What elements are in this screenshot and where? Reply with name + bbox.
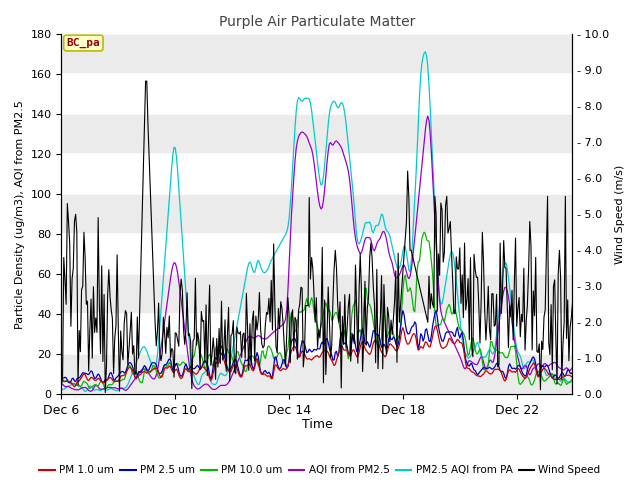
Bar <box>61 354 572 394</box>
Bar <box>61 114 572 154</box>
Text: BC_pa: BC_pa <box>67 38 100 48</box>
Y-axis label: Particle Density (ug/m3), AQI from PM2.5: Particle Density (ug/m3), AQI from PM2.5 <box>15 100 25 329</box>
X-axis label: Time: Time <box>301 419 332 432</box>
Legend: PM 1.0 um, PM 2.5 um, PM 10.0 um, AQI from PM2.5, PM2.5 AQI from PA, Wind Speed: PM 1.0 um, PM 2.5 um, PM 10.0 um, AQI fr… <box>35 461 605 480</box>
Y-axis label: Wind Speed (m/s): Wind Speed (m/s) <box>615 165 625 264</box>
Bar <box>61 194 572 234</box>
Bar <box>61 274 572 314</box>
Bar <box>61 35 572 74</box>
Title: Purple Air Particulate Matter: Purple Air Particulate Matter <box>219 15 415 29</box>
